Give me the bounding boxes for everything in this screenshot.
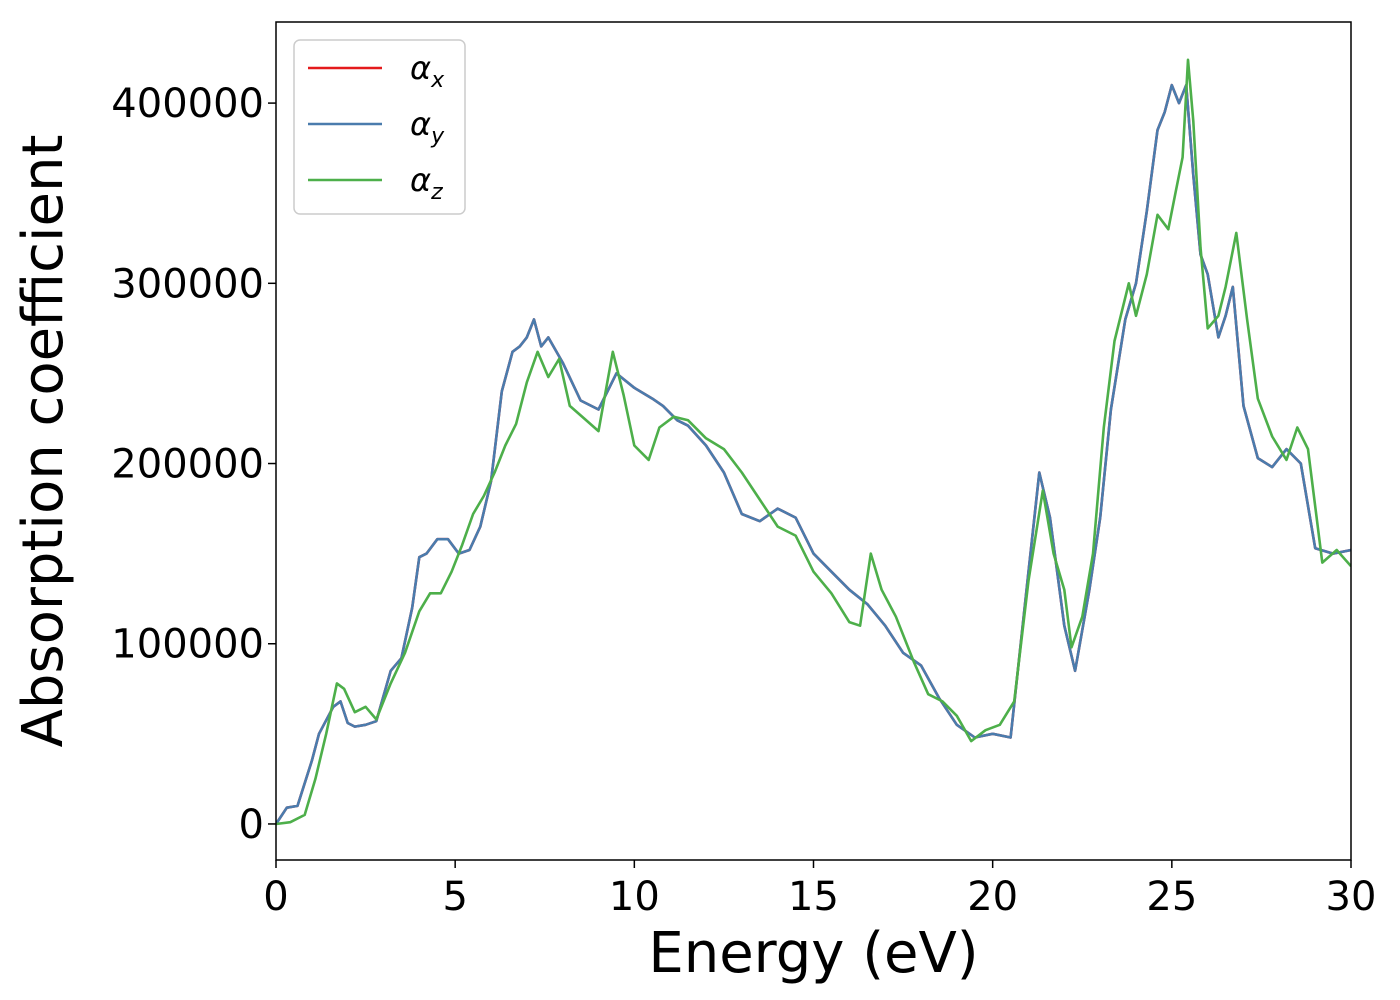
y-tick-label: 200000 <box>111 442 264 488</box>
series-line-z <box>276 58 1351 826</box>
x-tick-label: 5 <box>442 874 467 920</box>
legend-label-x: αx <box>410 49 445 93</box>
y-tick-label: 0 <box>239 802 264 848</box>
y-axis-label: Absorption coefficient <box>11 135 76 748</box>
legend-label-z: αz <box>410 161 443 205</box>
plot-area <box>276 58 1351 826</box>
y-tick-label: 400000 <box>111 81 264 127</box>
x-tick-label: 0 <box>263 874 288 920</box>
x-tick-label: 25 <box>1146 874 1197 920</box>
series-line-y <box>276 83 1351 825</box>
x-tick-label: 30 <box>1326 874 1377 920</box>
y-axis: 0 100000 200000 300000 400000 <box>111 81 276 848</box>
x-tick-label: 10 <box>609 874 660 920</box>
y-tick-label: 100000 <box>111 622 264 668</box>
y-tick-label: 300000 <box>111 261 264 307</box>
legend: αx αy αz <box>293 39 466 215</box>
legend-box <box>293 39 466 215</box>
legend-label-y: αy <box>410 105 445 149</box>
x-tick-label: 15 <box>788 874 839 920</box>
x-axis-label: Energy (eV) <box>648 921 978 986</box>
x-axis: 0 5 10 15 20 25 30 <box>263 860 1376 920</box>
x-tick-label: 20 <box>967 874 1018 920</box>
